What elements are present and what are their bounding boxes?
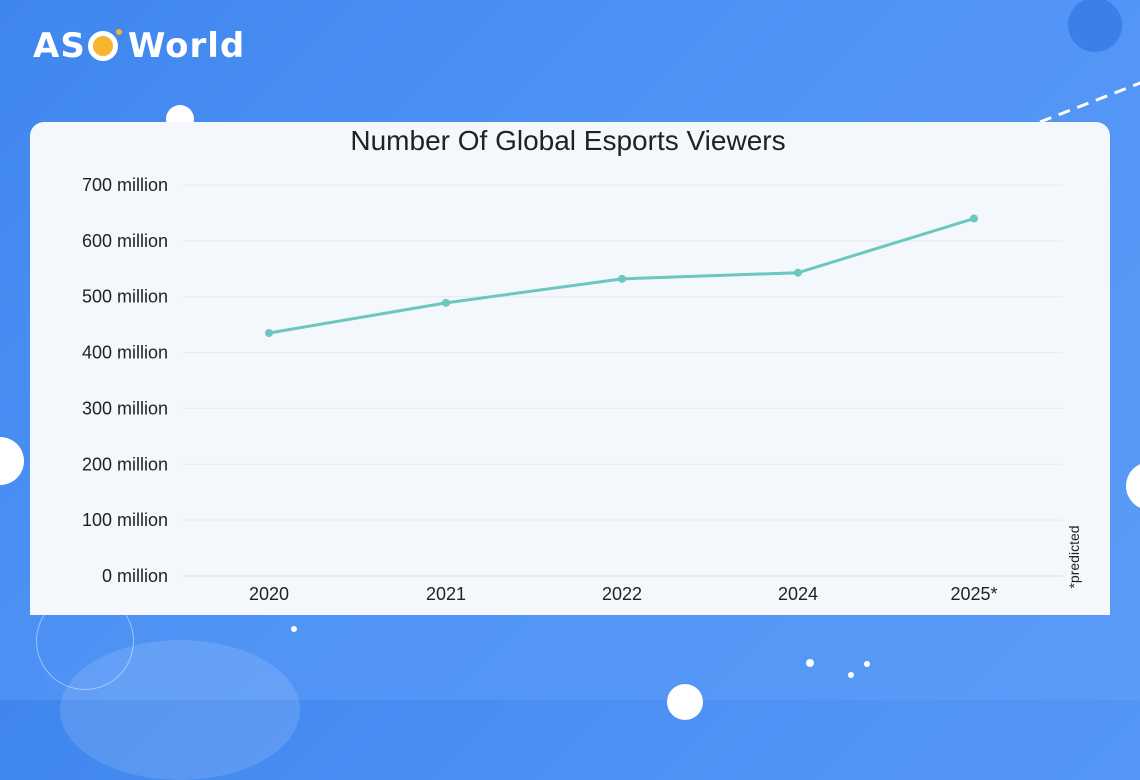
decor-blob [60, 640, 300, 780]
x-tick-label: 2024 [778, 584, 818, 604]
brand-name-left: AS [33, 26, 86, 66]
decor-dot [848, 672, 854, 678]
data-point [442, 298, 450, 307]
series-line-group [265, 214, 978, 338]
chart-card: Number Of Global Esports Viewers 0 milli… [30, 122, 1110, 615]
data-point [970, 214, 978, 223]
data-point [794, 268, 802, 277]
decor-dot [864, 661, 870, 667]
decor-dot [1126, 462, 1140, 510]
y-tick-label: 200 million [82, 454, 168, 474]
decor-dot [806, 659, 814, 667]
brand-name-right: World [127, 26, 246, 66]
x-tick-label: 2021 [426, 584, 466, 604]
x-axis-ticks: 2020 2021 2022 2024 2025* [249, 584, 998, 604]
esports-viewers-chart: Number Of Global Esports Viewers 0 milli… [82, 125, 1082, 604]
gridlines [183, 184, 1063, 577]
y-tick-label: 600 million [82, 231, 168, 251]
y-tick-label: 0 million [102, 566, 168, 586]
decor-dot [0, 437, 24, 485]
decor-circle-top-right [1068, 0, 1122, 52]
x-tick-label: 2022 [602, 584, 642, 604]
x-tick-label: 2020 [249, 584, 289, 604]
logo-o-icon [87, 29, 122, 61]
chart-title: Number Of Global Esports Viewers [350, 125, 785, 156]
y-axis-ticks: 0 million 100 million 200 million 300 milli… [82, 175, 168, 586]
predicted-note: *predicted [1066, 525, 1082, 588]
brand-logo: AS World [33, 26, 245, 66]
data-point [618, 274, 626, 283]
y-tick-label: 300 million [82, 398, 168, 418]
decor-dot [667, 684, 703, 720]
decor-dot [291, 626, 297, 632]
y-tick-label: 500 million [82, 287, 168, 307]
y-tick-label: 400 million [82, 343, 168, 363]
data-point [265, 329, 273, 338]
x-tick-label: 2025* [950, 584, 997, 604]
y-tick-label: 100 million [82, 510, 168, 530]
y-tick-label: 700 million [82, 175, 168, 195]
